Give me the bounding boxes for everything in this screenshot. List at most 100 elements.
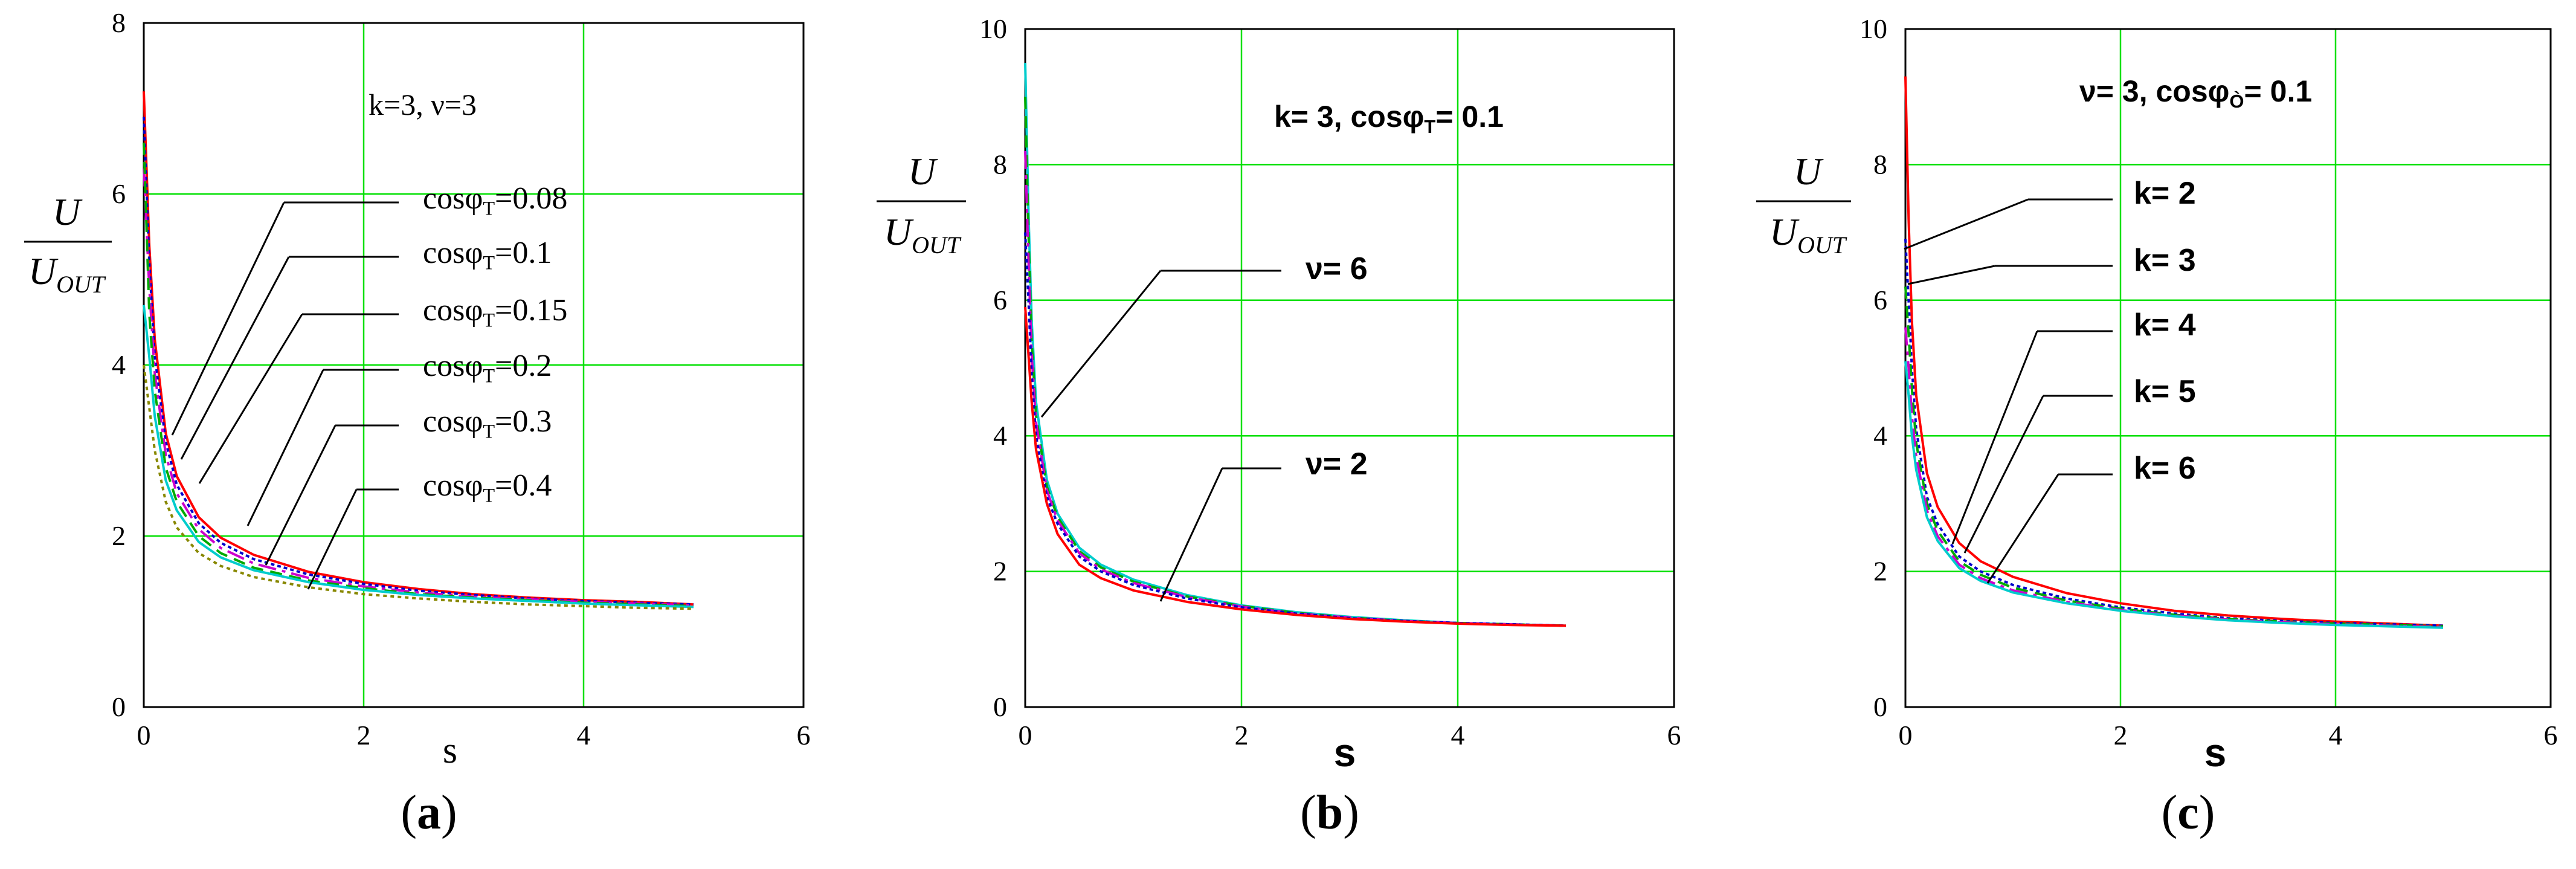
y-tick-label: 4 xyxy=(1873,420,1887,451)
y-tick-label: 6 xyxy=(1873,285,1887,315)
x-tick-label: 2 xyxy=(357,720,371,751)
y-tick-label: 10 xyxy=(1860,13,1887,44)
caption-b: (b) xyxy=(1300,786,1359,839)
x-tick-label: 6 xyxy=(1667,720,1681,751)
y-tick-label: 2 xyxy=(112,520,126,551)
caption-a: (a) xyxy=(401,786,457,839)
curve-label-sub: T xyxy=(483,251,495,273)
y-tick-label: 8 xyxy=(1873,149,1887,179)
series-line xyxy=(143,364,694,610)
annotation-params-sub: Ò xyxy=(2229,90,2244,112)
curve-label-sub: T xyxy=(483,197,495,219)
leader-line-diagonal xyxy=(1907,265,1995,285)
curve-label-main: cosφ xyxy=(423,293,483,328)
leader-line-diagonal xyxy=(265,425,336,566)
curve-label: k= 6 xyxy=(2134,451,2196,486)
annotation-params: k=3, ν=3 xyxy=(369,88,477,121)
y-tick-label: 0 xyxy=(1873,691,1887,722)
curve-label: cosφT=0.3 xyxy=(423,404,552,442)
curve-label-main: cosφ xyxy=(423,404,483,439)
annotation-params: k= 3, cosφT= 0.1 xyxy=(1274,100,1504,137)
leader-line-diagonal xyxy=(180,256,290,460)
curve-label: k= 4 xyxy=(2134,308,2196,343)
curve-label-main: cosφ xyxy=(423,236,483,270)
x-tick-label: 4 xyxy=(577,720,591,751)
x-tick-label: 2 xyxy=(1235,720,1249,751)
series-line xyxy=(1904,361,2444,629)
y-tick-label: 2 xyxy=(1873,556,1887,587)
y-tick-label: 0 xyxy=(993,691,1007,722)
series-line xyxy=(143,117,694,606)
x-axis-label: s xyxy=(2204,730,2227,775)
leader-line-diagonal xyxy=(1904,198,2029,250)
curve-label-tail: =0.1 xyxy=(495,236,552,270)
x-tick-label: 6 xyxy=(797,720,811,751)
series-line xyxy=(1024,63,1567,627)
y-tick-label: 2 xyxy=(993,556,1007,587)
y-axis-label-denominator-main: U xyxy=(28,250,59,292)
series-line xyxy=(1904,76,2444,627)
panel-c: 0 2 4 6 0 2 4 6 8 10 s U UOUT ν= 3, cosφÒ= 0.1 k= 2 k= … xyxy=(1717,0,2575,866)
x-tick-label: 4 xyxy=(2329,720,2343,751)
leader-line-diagonal xyxy=(171,202,285,436)
y-axis-label-numerator: U xyxy=(53,190,83,233)
caption-c: (c) xyxy=(2161,786,2215,839)
leader-line-diagonal xyxy=(1040,270,1162,418)
curve-label: cosφT=0.2 xyxy=(423,349,552,386)
leader-line-diagonal xyxy=(1986,474,2059,584)
series-line xyxy=(1024,306,1567,627)
series-line xyxy=(1904,327,2444,628)
y-axis-label-denominator: UOUT xyxy=(28,250,106,298)
x-axis-label: s xyxy=(443,730,457,771)
panel-a: 0 2 4 6 0 2 4 6 8 s U UOUT k=3, ν=3 cosφT=0.08 cosφT=0… xyxy=(0,0,858,866)
plot-frame xyxy=(1024,28,1675,708)
x-tick-label: 0 xyxy=(137,720,151,751)
series-line xyxy=(1024,150,1567,627)
leader-line-diagonal xyxy=(246,369,324,526)
y-axis-label-denominator: UOUT xyxy=(1769,210,1847,259)
curve-label-sub: T xyxy=(483,364,495,386)
plot-frame xyxy=(1904,28,2552,708)
annotation-params-sub: T xyxy=(1424,116,1435,137)
curve-label-main: cosφ xyxy=(423,181,483,216)
series-line xyxy=(1904,286,2444,628)
y-axis-label-numerator: U xyxy=(908,150,938,193)
y-tick-label: 4 xyxy=(993,420,1007,451)
series-line xyxy=(1904,239,2444,627)
y-axis-label-denominator: UOUT xyxy=(884,210,962,259)
y-axis-label-denominator-sub: OUT xyxy=(1797,231,1847,259)
x-tick-label: 4 xyxy=(1451,720,1465,751)
curve-label: k= 2 xyxy=(2134,176,2196,211)
annotation-params-tail: = 0.1 xyxy=(2244,74,2313,108)
y-tick-label: 6 xyxy=(112,178,126,209)
curve-label-main: cosφ xyxy=(423,468,483,503)
curve-label-tail: =0.4 xyxy=(495,468,552,503)
curve-label-tail: =0.15 xyxy=(495,293,567,328)
panel-b: 0 2 4 6 0 2 4 6 8 10 s U UOUT k= 3, cosφT= 0.1 ν= 6 ν= … xyxy=(858,0,1717,866)
curve-label-sub: T xyxy=(483,484,495,506)
y-tick-label: 10 xyxy=(979,13,1007,44)
series-line xyxy=(143,168,694,607)
x-axis-label: s xyxy=(1334,730,1356,775)
y-axis-label-denominator-main: U xyxy=(1769,210,1800,253)
curve-label-main: cosφ xyxy=(423,349,483,383)
leader-line-diagonal xyxy=(1159,468,1223,602)
curve-label: k= 3 xyxy=(2134,243,2196,278)
series-line xyxy=(143,305,694,609)
annotation-params-tail: = 0.1 xyxy=(1435,100,1504,134)
y-tick-label: 8 xyxy=(112,7,126,38)
y-tick-label: 6 xyxy=(993,285,1007,315)
annotation-params-main: k= 3, cosφ xyxy=(1274,100,1424,134)
y-axis-label-denominator-sub: OUT xyxy=(912,231,962,259)
curve-label: cosφT=0.08 xyxy=(423,181,567,219)
y-tick-label: 4 xyxy=(112,349,126,380)
y-tick-label: 8 xyxy=(993,149,1007,179)
y-axis-label-denominator-sub: OUT xyxy=(56,271,106,298)
leader-line-diagonal xyxy=(198,314,303,484)
curve-label-tail: =0.3 xyxy=(495,404,552,439)
x-tick-label: 0 xyxy=(1019,720,1032,751)
curve-label: k= 5 xyxy=(2134,374,2196,409)
